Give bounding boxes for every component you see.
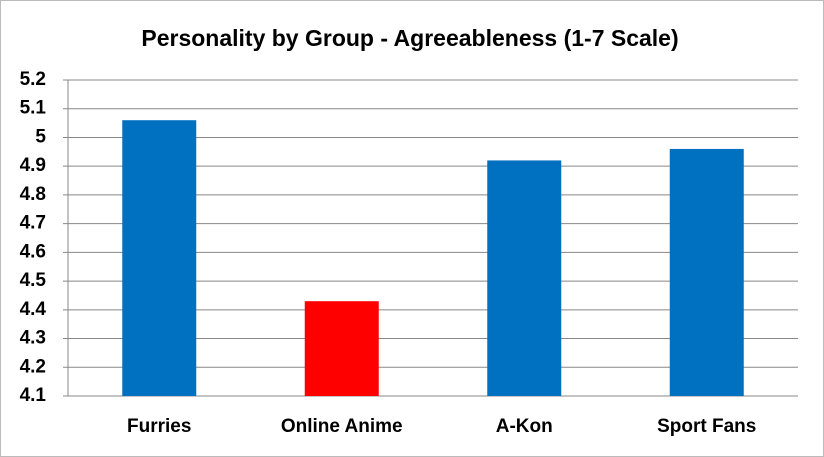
y-tick-label: 4.4 <box>20 299 47 320</box>
y-tick-label: 4.6 <box>20 241 46 262</box>
y-tick-label: 4.5 <box>20 270 47 291</box>
chart-title: Personality by Group - Agreeableness (1-… <box>141 25 678 51</box>
y-tick-label: 4.7 <box>20 213 46 234</box>
y-tick-label: 4.2 <box>20 356 46 377</box>
y-tick-label: 4.8 <box>20 184 46 205</box>
y-tick-label: 4.1 <box>20 385 47 406</box>
bar <box>122 120 197 396</box>
y-tick-label: 5.1 <box>20 98 47 119</box>
y-tick-label: 4.9 <box>20 155 46 176</box>
y-tick-label: 5 <box>35 126 46 147</box>
x-tick-label: Furries <box>127 416 191 437</box>
y-tick-label: 4.3 <box>20 328 46 349</box>
bar <box>487 160 562 396</box>
x-tick-label: Sport Fans <box>657 416 756 437</box>
x-tick-label: Online Anime <box>281 416 403 437</box>
x-tick-label: A-Kon <box>496 416 553 437</box>
bar <box>304 301 379 396</box>
bar <box>669 148 744 396</box>
y-tick-label: 5.2 <box>20 69 46 90</box>
